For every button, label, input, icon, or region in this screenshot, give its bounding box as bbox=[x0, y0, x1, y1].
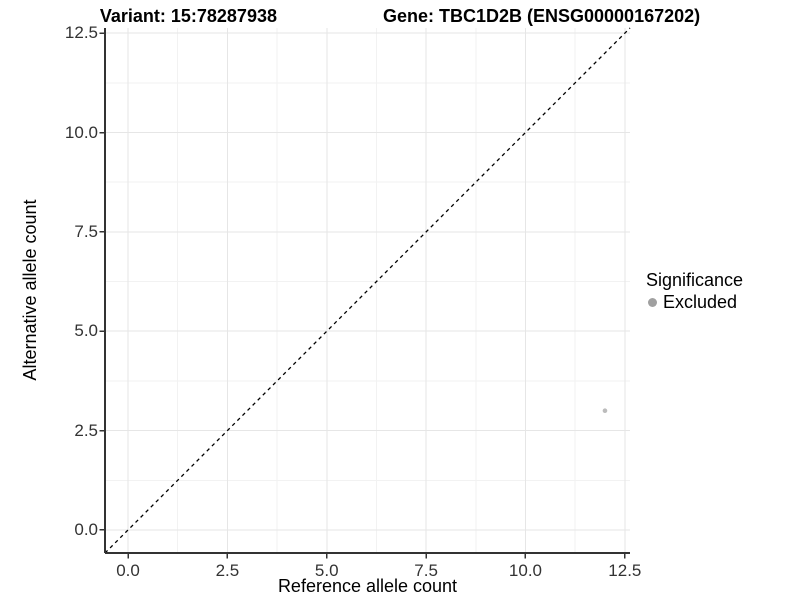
x-tick-label: 5.0 bbox=[314, 561, 339, 580]
variant-title: Variant: 15:78287938 bbox=[99, 6, 277, 26]
y-tick-label: 12.5 bbox=[64, 23, 98, 43]
legend-title: Significance bbox=[646, 270, 744, 290]
legend-item-excluded: Excluded bbox=[646, 291, 743, 313]
excluded-point-icon bbox=[648, 297, 657, 307]
plot-title: Variant: 15:78287938 Gene: TBC1D2B (ENSG… bbox=[0, 5, 800, 27]
y-tick-label: 7.5 bbox=[74, 221, 98, 241]
x-tick-label: 12.5 bbox=[608, 561, 642, 580]
identity-line bbox=[104, 27, 631, 554]
x-axis-title: Reference allele count bbox=[277, 576, 458, 596]
data-point bbox=[602, 408, 608, 414]
y-tick-label: 5.0 bbox=[74, 321, 98, 341]
gene-title: Gene: TBC1D2B (ENSG00000167202) bbox=[382, 6, 701, 26]
y-tick-label: 0.0 bbox=[74, 519, 98, 539]
x-tick-label: 0.0 bbox=[116, 561, 140, 580]
y-axis-title: Alternative allele count bbox=[20, 199, 40, 381]
x-tick-label: 7.5 bbox=[414, 561, 438, 580]
legend: Significance Excluded bbox=[646, 269, 743, 313]
x-tick-label: 10.0 bbox=[508, 561, 543, 580]
legend-item-label: Excluded bbox=[663, 292, 738, 312]
y-tick-label: 10.0 bbox=[64, 122, 98, 142]
y-tick-label: 2.5 bbox=[74, 420, 98, 440]
x-tick-label: 2.5 bbox=[215, 561, 240, 580]
